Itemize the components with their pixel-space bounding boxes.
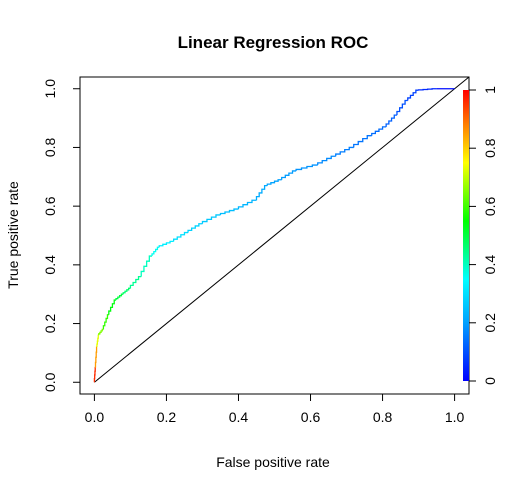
roc-segment [219,208,239,215]
roc-segment [94,346,98,368]
x-tick-label: 1.0 [445,409,465,425]
y-tick-label: 1.0 [42,79,58,99]
colorbar-tick-label: 0.4 [482,255,498,275]
colorbar [463,90,469,381]
y-tick-label: 0.8 [42,138,58,158]
colorbar-tick-label: 0.2 [482,313,498,333]
roc-segment [122,287,131,295]
roc-segment [255,184,268,201]
y-tick-label: 0.6 [42,196,58,216]
y-tick-label: 0.4 [42,255,58,275]
roc-segment [96,334,99,348]
roc-segment [407,89,419,101]
roc-segment [98,328,104,336]
y-axis: 0.0 0.2 0.4 0.6 0.8 1.0 [42,79,80,392]
roc-segment [281,170,297,180]
x-tick-label: 0.6 [301,409,321,425]
roc-segment [201,214,221,224]
roc-segment [158,240,174,248]
y-tick-label: 0.2 [42,314,58,334]
roc-segment [266,179,282,186]
x-tick-label: 0.2 [157,409,177,425]
roc-segment [385,114,397,127]
roc-segment [353,135,372,148]
x-axis-label: False positive rate [216,454,330,470]
colorbar-tick-label: 1 [482,86,498,94]
roc-segment [237,199,257,210]
roc-segment [108,299,117,315]
roc-segment [317,155,336,166]
y-tick-label: 0.0 [42,372,58,392]
chart-title: Linear Regression ROC [178,33,369,52]
colorbar-tick-label: 0 [482,377,498,385]
colorbar-tick-label: 0.8 [482,138,498,158]
roc-segment [295,164,318,171]
roc-segment [151,246,160,257]
x-tick-label: 0.8 [373,409,393,425]
roc-segment [140,255,153,277]
roc-segment [115,293,124,301]
colorbar-tick-label: 0.6 [482,196,498,216]
roc-curve [93,88,455,383]
roc-segment [417,88,437,91]
roc-segment [102,314,109,330]
roc-segment [129,275,142,289]
roc-segment [396,99,408,116]
roc-segment [335,146,354,157]
y-axis-label: True positive rate [5,181,21,289]
roc-segment [93,366,96,383]
x-tick-label: 0.4 [229,409,249,425]
roc-segment [371,126,387,136]
diagonal-reference-line [94,76,470,383]
x-tick-label: 0.0 [85,409,105,425]
roc-segment [187,223,203,233]
roc-segment [172,231,189,242]
colorbar-axis: 0 0.2 0.4 0.6 0.8 1 [469,86,498,385]
x-axis: 0.0 0.2 0.4 0.6 0.8 1.0 [85,394,465,425]
